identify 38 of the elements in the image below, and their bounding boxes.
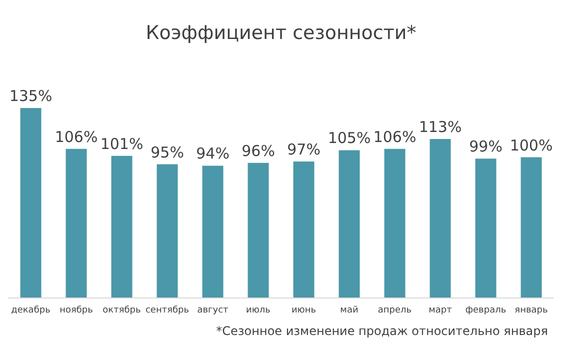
bar: [520, 157, 542, 298]
x-tick-label: ноябрь: [60, 305, 93, 316]
bar: [66, 148, 87, 298]
x-tick-label: февраль: [465, 305, 506, 316]
x-tick-label: август: [197, 305, 228, 316]
data-label: 97%: [287, 140, 320, 158]
data-label: 101%: [100, 134, 144, 153]
x-tick-label: сентябрь: [145, 305, 190, 316]
bar: [384, 148, 406, 298]
x-tick-label: май: [340, 305, 358, 316]
bar: [475, 158, 496, 298]
data-label: 113%: [418, 118, 462, 136]
data-label: 106%: [373, 128, 416, 146]
bar: [293, 161, 314, 298]
bar: [338, 150, 360, 298]
bar: [20, 108, 42, 298]
bar: [430, 138, 451, 298]
text: *Сезонное изменение продаж относительно января: [216, 324, 548, 338]
data-label: 94%: [196, 144, 230, 163]
data-label: 105%: [328, 129, 371, 148]
x-tick-label: январь: [514, 305, 548, 316]
chart-title: Коэффициент сезонности*: [144, 22, 418, 44]
data-label: 100%: [510, 136, 553, 154]
bar: [156, 164, 178, 298]
x-tick-label: июнь: [291, 305, 316, 316]
data-label: 135%: [9, 87, 52, 105]
data-label: 96%: [242, 142, 275, 160]
x-tick-label: октябрь: [102, 305, 141, 316]
x-tick-label: апрель: [378, 305, 412, 316]
x-tick-label: декабрь: [11, 305, 50, 316]
bar: [111, 156, 132, 298]
data-label: 106%: [54, 128, 98, 146]
bar: [202, 166, 224, 298]
x-tick-label: июль: [246, 305, 270, 316]
data-label: 99%: [469, 138, 502, 156]
bar: [248, 162, 269, 298]
x-tick-label: март: [428, 305, 452, 316]
data-label: 95%: [150, 143, 184, 162]
